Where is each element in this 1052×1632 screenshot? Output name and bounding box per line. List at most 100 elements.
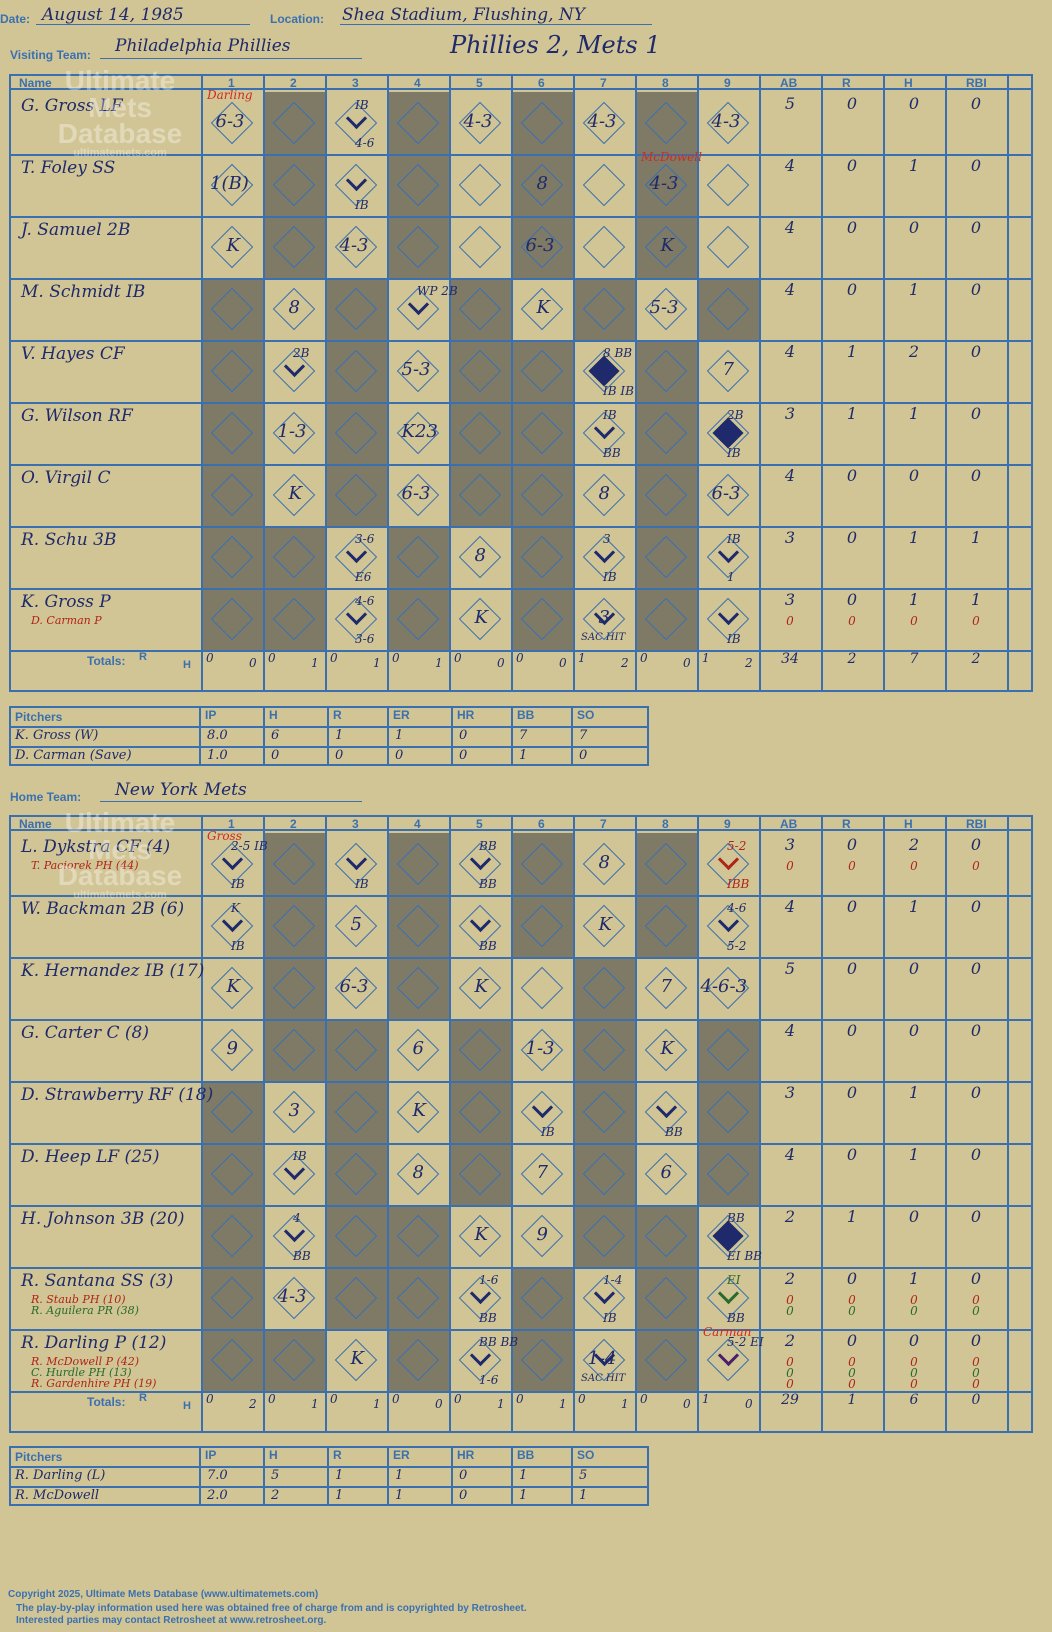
pitcher-stat-header-hr: HR — [457, 708, 475, 722]
base-diamond — [272, 966, 316, 1010]
base-diamond — [706, 1090, 750, 1134]
player-stat-r: 0 — [846, 1145, 858, 1164]
team-total-rbi: 0 — [971, 1392, 981, 1408]
play-annotation-top: BB — [479, 839, 497, 853]
inning-cell — [387, 1267, 449, 1329]
team-total-rbi: 2 — [971, 651, 981, 667]
pitcher-name: R. Darling (L) — [15, 1468, 106, 1483]
play-annotation-top: 5-2 — [727, 839, 747, 853]
player-name: V. Hayes CF — [21, 344, 125, 364]
inning-cell — [263, 1019, 325, 1081]
team-total-r: 2 — [847, 651, 857, 667]
inning-cell — [635, 895, 697, 957]
inning-header-6: 6 — [538, 76, 545, 90]
stat-header-rbi: RBI — [966, 817, 987, 831]
inning-runs-total: 0 — [330, 1392, 338, 1406]
pitcher-stat-value: 1 — [519, 1468, 528, 1483]
substitute-stat-r: 0 — [848, 1293, 856, 1307]
inning-cell — [201, 1329, 263, 1391]
substitute-stat-ab: 0 — [786, 614, 794, 628]
substitute-stat-r: 0 — [848, 1304, 856, 1318]
play-result: 7 — [660, 976, 672, 997]
inning-runs-total: 0 — [206, 1392, 214, 1406]
base-diamond — [458, 473, 502, 517]
column-divider — [759, 76, 761, 690]
player-stat-r: 0 — [846, 1331, 858, 1350]
home-team-name: New York Mets — [115, 780, 247, 800]
inning-runs-total: 0 — [268, 651, 276, 665]
pitcher-stat-value: 5 — [579, 1468, 588, 1483]
game-title: Phillies 2, Mets 1 — [450, 31, 661, 59]
play-annotation-bottom: E6 — [355, 570, 372, 584]
visitors-pitchers-table: Pitchers IP H R ER HR BB SO K. Gross (W) 8.0 6 1 1 0 7… — [9, 706, 649, 766]
column-divider — [449, 817, 451, 1431]
base-diamond — [210, 287, 254, 331]
play-annotation-top: 3 — [603, 532, 611, 546]
base-diamond — [644, 411, 688, 455]
pitcher-stat-value: 0 — [459, 748, 468, 763]
base-diamond — [396, 225, 440, 269]
play-result: 1-4 — [587, 1348, 617, 1369]
play-result: K — [598, 914, 612, 935]
inning-runs-total: 0 — [268, 1392, 276, 1406]
player-stat-r: 0 — [846, 1269, 858, 1288]
inning-cell — [635, 340, 697, 402]
grid-header-row: Name 1 2 3 4 5 6 7 8 9 AB R H RBI — [11, 817, 1031, 831]
inning-cell — [449, 1143, 511, 1205]
base-diamond — [334, 411, 378, 455]
column-divider — [1007, 817, 1009, 1431]
play-result: 9 — [226, 1038, 238, 1059]
player-stat-h: 1 — [908, 404, 920, 423]
play-result: 4-3 — [649, 173, 679, 194]
base-diamond — [334, 1152, 378, 1196]
pitcher-stat-value: 1 — [519, 1488, 528, 1503]
stat-header-r: R — [842, 817, 851, 831]
base-diamond — [458, 1090, 502, 1134]
player-name: J. Samuel 2B — [21, 220, 131, 240]
pitcher-stat-value: 1 — [335, 1488, 344, 1503]
inning-runs-total: 0 — [392, 1392, 400, 1406]
player-stat-r: 0 — [846, 280, 858, 299]
play-result: 4-3 — [463, 111, 493, 132]
totals-runs-label: R — [139, 651, 147, 663]
substitute-name: T. Paciorek PH (44) — [31, 859, 139, 872]
play-result: 4-3 — [339, 235, 369, 256]
play-result: K — [288, 483, 302, 504]
inning-hits-total: 1 — [435, 656, 443, 670]
visiting-team-underline — [100, 58, 362, 59]
player-stat-r: 0 — [846, 1021, 858, 1040]
substitute-name: R. Aguilera PR (38) — [31, 1304, 139, 1317]
footer-retrosheet-notice: The play-by-play information used here w… — [16, 1603, 527, 1614]
pitcher-row-divider — [11, 1486, 647, 1488]
base-diamond — [396, 842, 440, 886]
totals-label: Totals: — [87, 1395, 126, 1409]
column-divider — [511, 817, 513, 1431]
inning-cell — [511, 895, 573, 957]
play-result: 6 — [660, 1162, 672, 1183]
inning-hits-total: 2 — [621, 656, 629, 670]
column-divider — [201, 76, 203, 690]
base-diamond — [272, 101, 316, 145]
column-divider — [325, 817, 327, 1431]
player-stat-rbi: 0 — [970, 466, 982, 485]
play-result: 5-3 — [649, 297, 679, 318]
pitcher-stat-header-h: H — [269, 1448, 278, 1462]
base-diamond — [210, 1090, 254, 1134]
base-diamond — [396, 535, 440, 579]
column-divider — [635, 817, 637, 1431]
inning-cell — [387, 526, 449, 588]
play-result: 5-3 — [401, 359, 431, 380]
inning-cell — [263, 526, 325, 588]
column-divider — [697, 76, 699, 690]
inning-runs-total: 0 — [640, 651, 648, 665]
play-result: 4-3 — [587, 111, 617, 132]
base-diamond — [644, 842, 688, 886]
base-diamond — [644, 904, 688, 948]
base-diamond — [644, 1276, 688, 1320]
pitcher-stat-value: 0 — [335, 748, 344, 763]
player-name: H. Johnson 3B (20) — [21, 1209, 185, 1229]
inning-cell — [635, 833, 697, 895]
play-annotation-bottom: IB — [603, 1311, 617, 1325]
inning-cell — [573, 957, 635, 1019]
row-divider — [11, 340, 1031, 342]
